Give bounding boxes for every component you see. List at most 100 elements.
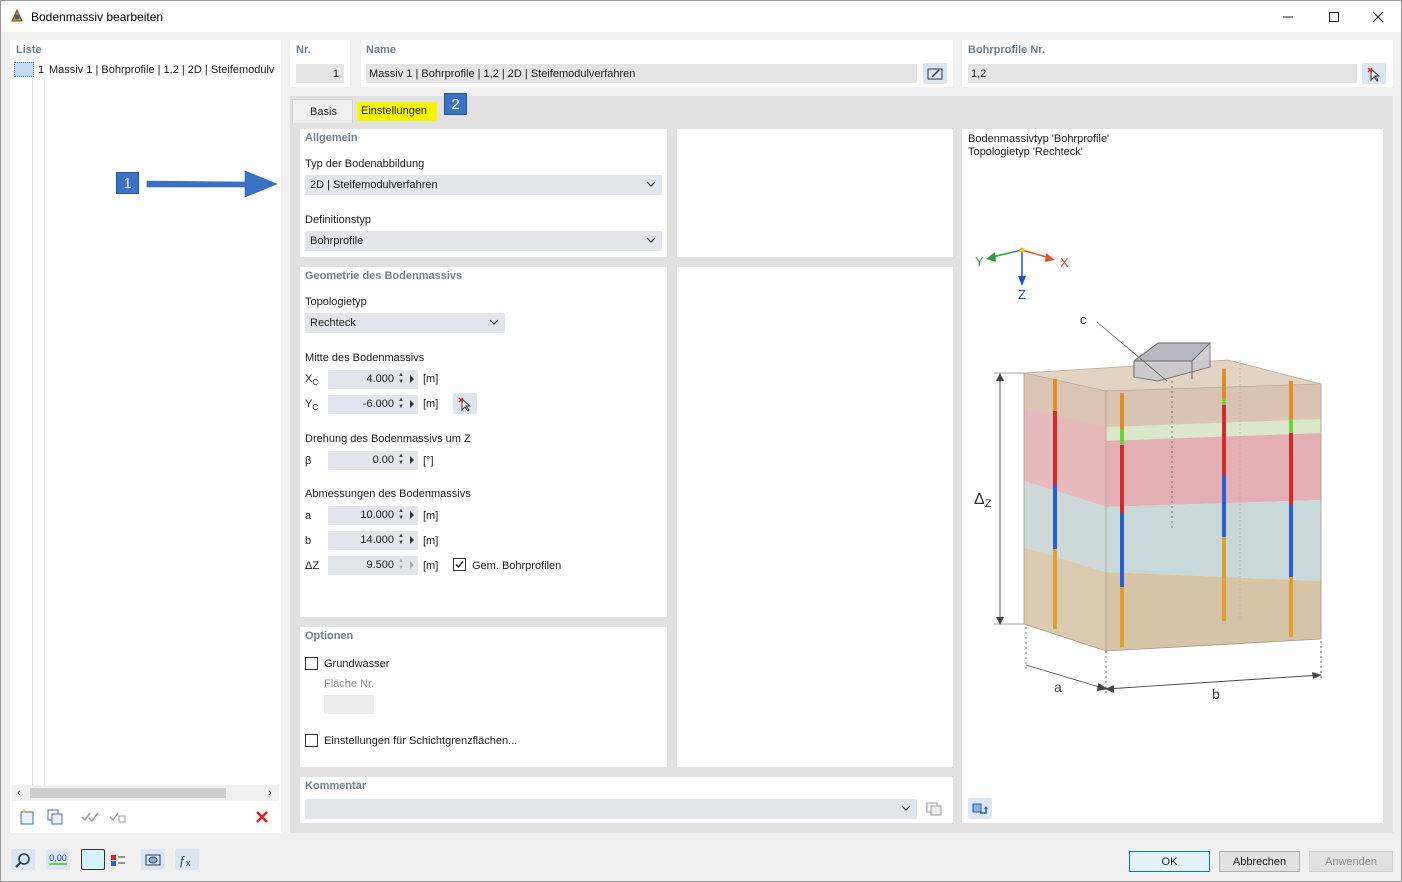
pick-cursor-icon xyxy=(458,397,472,412)
display-properties-button[interactable] xyxy=(106,849,130,870)
spinner-icon: ▲ ▼ xyxy=(398,558,404,571)
axis-y-label: Y xyxy=(975,254,984,269)
arrow-right-icon[interactable] xyxy=(410,536,414,544)
new-item-button[interactable] xyxy=(15,806,39,827)
spinner-icon[interactable]: ▲ ▼ xyxy=(398,453,404,466)
list-scrollbar[interactable]: ‹ › xyxy=(12,785,279,801)
uncheck-icon xyxy=(109,812,126,822)
a-b-dimension xyxy=(1025,627,1322,693)
pick-center-button[interactable] xyxy=(453,393,477,414)
select-borehole-button[interactable] xyxy=(1362,63,1386,84)
scroll-right-icon[interactable]: › xyxy=(268,787,272,799)
cancel-button[interactable]: Abbrechen xyxy=(1219,851,1300,872)
xc-input[interactable]: 4.000 ▲ ▼ xyxy=(328,370,418,389)
match-boreholes-checkbox[interactable] xyxy=(453,558,466,571)
view-button[interactable] xyxy=(141,849,165,870)
delete-item-button[interactable] xyxy=(250,806,274,827)
tab-basis-label: Basis xyxy=(310,106,337,118)
scroll-left-icon[interactable]: ‹ xyxy=(17,787,21,799)
definition-type-value: Bohrprofile xyxy=(310,235,364,247)
number-field[interactable]: 1 xyxy=(296,64,344,83)
b-input[interactable]: 14.000 ▲ ▼ xyxy=(328,531,418,550)
label-a: a xyxy=(1054,679,1062,695)
topology-select[interactable]: Rechteck xyxy=(305,313,505,333)
maximize-button[interactable] xyxy=(1311,1,1357,32)
preview-line-2: Topologietyp 'Rechteck' xyxy=(968,146,1083,158)
spinner-icon[interactable]: ▲ ▼ xyxy=(398,372,404,385)
minimize-button[interactable] xyxy=(1265,1,1311,32)
preview-refresh-button[interactable] xyxy=(968,798,992,819)
spinner-icon[interactable]: ▲ ▼ xyxy=(398,533,404,546)
spinner-icon[interactable]: ▲ ▼ xyxy=(398,397,404,410)
arrow-right-icon[interactable] xyxy=(410,400,414,408)
list-item-label: Massiv 1 | Bohrprofile | 1,2 | 2D | Stei… xyxy=(49,64,275,76)
beta-label: β xyxy=(305,455,312,467)
check-all-button[interactable] xyxy=(78,806,102,827)
tab-basis[interactable]: Basis xyxy=(292,99,353,123)
cancel-label: Abbrechen xyxy=(1232,855,1287,868)
chevron-down-icon xyxy=(646,237,656,243)
yc-input[interactable]: -6.000 ▲ ▼ xyxy=(328,395,418,414)
units-button[interactable]: 0,00 xyxy=(46,849,70,870)
minimize-icon xyxy=(1283,16,1293,17)
spinner-icon[interactable]: ▲ ▼ xyxy=(398,508,404,521)
ok-button[interactable]: OK xyxy=(1129,851,1210,872)
groundwater-checkbox[interactable] xyxy=(305,657,318,670)
color-button[interactable] xyxy=(81,849,105,870)
axis-x-label: X xyxy=(1060,255,1069,270)
options-title: Optionen xyxy=(305,630,354,642)
delete-icon xyxy=(256,810,268,823)
help-button[interactable] xyxy=(11,849,35,870)
dimensions-label: Abmessungen des Bodenmassivs xyxy=(305,488,471,500)
display-properties-icon xyxy=(111,854,125,866)
list-item[interactable]: 1 Massiv 1 | Bohrprofile | 1,2 | 2D | St… xyxy=(12,60,281,78)
definition-type-label: Definitionstyp xyxy=(305,214,372,226)
definition-type-select[interactable]: Bohrprofile xyxy=(305,231,662,251)
copy-item-button[interactable] xyxy=(43,806,67,827)
apply-button[interactable]: Anwenden xyxy=(1309,851,1393,872)
edit-name-button[interactable] xyxy=(923,63,947,84)
new-item-icon xyxy=(20,808,34,824)
xc-unit: [m] xyxy=(423,373,439,385)
topology-label: Topologietyp xyxy=(305,296,367,308)
uncheck-button[interactable] xyxy=(106,806,130,827)
svg-text:x: x xyxy=(186,858,191,868)
arrow-right-icon[interactable] xyxy=(410,375,414,383)
scrollbar-thumb[interactable] xyxy=(30,788,226,798)
tab-einstellungen-label: Einstellungen xyxy=(361,105,428,117)
close-button[interactable] xyxy=(1355,1,1401,32)
list-item-number: 1 xyxy=(38,64,45,76)
soil-type-select[interactable]: 2D | Steifemodulverfahren xyxy=(305,175,662,195)
borehole-field[interactable]: 1,2 xyxy=(968,64,1357,83)
comment-copy-button[interactable] xyxy=(922,798,946,819)
a-label: a xyxy=(305,510,312,522)
c-leader-line xyxy=(1096,321,1168,382)
dz-dimension xyxy=(994,372,1024,625)
soil-massif-diagram: X Y Z xyxy=(974,247,1322,702)
dz-input[interactable]: 9.500 ▲ ▼ xyxy=(328,556,418,575)
layer-boundaries-settings-label[interactable]: Einstellungen für Schichtgrenzflächen... xyxy=(324,735,518,747)
copy-icon xyxy=(47,809,63,824)
layer-boundaries-checkbox[interactable] xyxy=(305,734,318,747)
comment-select[interactable] xyxy=(305,799,917,819)
list-column-divider xyxy=(44,78,45,786)
yc-value: -6.000 xyxy=(362,398,394,410)
soil-type-label: Typ der Bodenabbildung xyxy=(305,158,425,170)
b-value: 14.000 xyxy=(360,534,394,546)
tab-einstellungen[interactable]: Einstellungen xyxy=(357,102,437,121)
name-field[interactable]: Massiv 1 | Bohrprofile | 1,2 | 2D | Stei… xyxy=(366,64,917,83)
preview-panel: Bodenmassivtyp 'Bohrprofile' Topologiety… xyxy=(962,129,1383,823)
chevron-down-icon xyxy=(489,319,499,325)
xc-label: XC xyxy=(305,373,319,388)
arrow-right-icon[interactable] xyxy=(410,456,414,464)
list-item-color-swatch xyxy=(14,62,34,77)
yc-unit: [m] xyxy=(423,398,439,410)
a-input[interactable]: 10.000 ▲ ▼ xyxy=(328,506,418,525)
arrow-right-icon[interactable] xyxy=(410,511,414,519)
b-unit: [m] xyxy=(423,535,439,547)
beta-input[interactable]: 0.00 ▲ ▼ xyxy=(328,451,418,470)
label-b: b xyxy=(1212,686,1220,702)
